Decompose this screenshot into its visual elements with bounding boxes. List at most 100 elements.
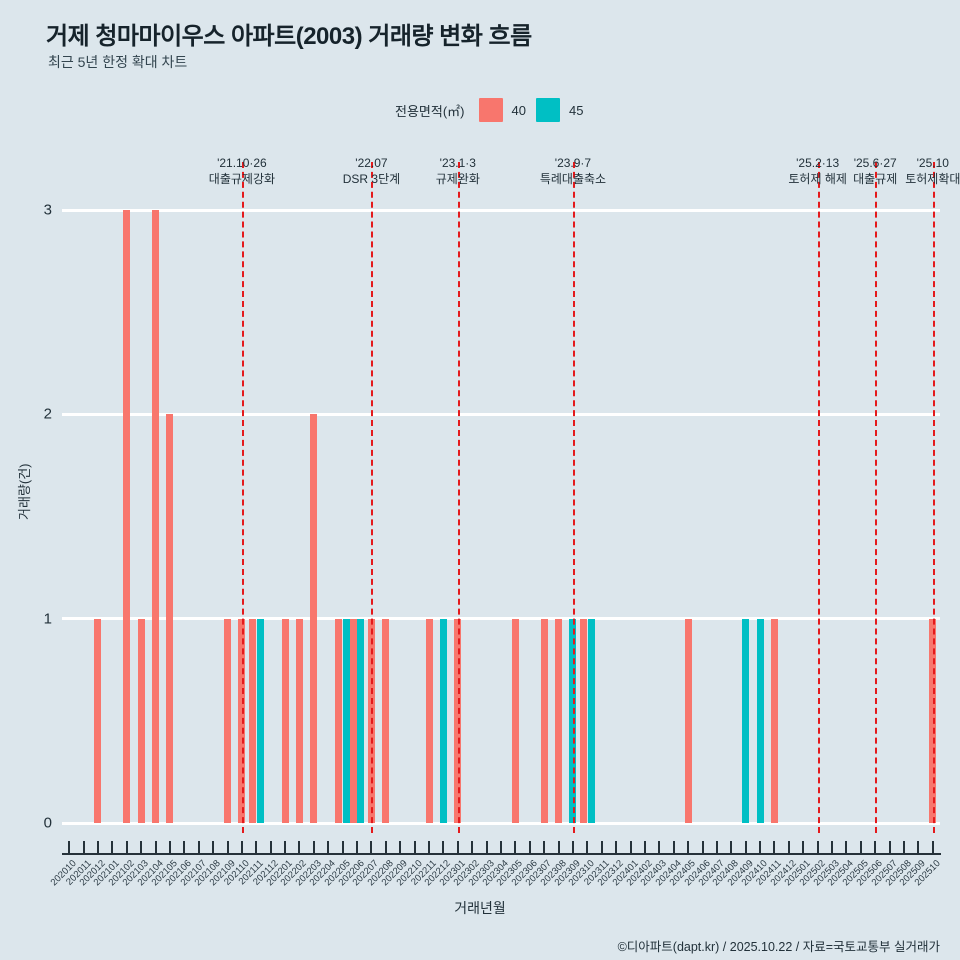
event-name: 토허제 해제 [788, 172, 847, 187]
x-tick [341, 841, 344, 853]
bar[interactable] [770, 618, 778, 823]
event-name: 대출규제 [853, 172, 898, 187]
x-tick [643, 841, 646, 853]
bar[interactable] [382, 618, 390, 823]
x-tick [845, 841, 848, 853]
x-tick [730, 841, 733, 853]
gridline-y-1 [62, 617, 940, 621]
footer-credit: ©디아파트(dapt.kr) / 2025.10.22 / 자료=국토교통부 실… [617, 940, 940, 954]
bar[interactable] [224, 618, 232, 823]
bar[interactable] [256, 618, 264, 823]
event-label-6: '25.10 토허제확대 [905, 155, 960, 187]
x-axis-title: 거래년월 [454, 900, 506, 916]
event-line-3 [572, 162, 575, 833]
event-line-2 [457, 162, 460, 833]
bar[interactable] [756, 618, 764, 823]
legend-item-45[interactable]: 45 [535, 98, 583, 122]
legend-item-40[interactable]: 40 [478, 98, 526, 122]
bar[interactable] [310, 414, 318, 823]
bar[interactable] [281, 618, 289, 823]
x-tick [183, 841, 186, 853]
x-tick [413, 841, 416, 853]
x-tick [298, 841, 301, 853]
bar[interactable] [295, 618, 303, 823]
bar[interactable] [249, 618, 257, 823]
bar[interactable] [335, 618, 343, 823]
legend-swatch-40 [478, 98, 503, 122]
event-date: '25.6·27 [853, 156, 897, 170]
x-tick [140, 841, 143, 853]
x-tick [399, 841, 402, 853]
x-tick [615, 841, 618, 853]
event-date: '25.2·13 [796, 156, 840, 170]
x-tick [672, 841, 675, 853]
legend-title: 전용면적(㎡) [395, 103, 465, 119]
bar[interactable] [587, 618, 595, 823]
page-subtitle: 최근 5년 한정 확대 차트 [48, 54, 188, 70]
x-tick [831, 841, 834, 853]
bar[interactable] [555, 618, 563, 823]
bar[interactable] [425, 618, 433, 823]
x-tick [859, 841, 862, 853]
bar[interactable] [511, 618, 519, 823]
x-tick [543, 841, 546, 853]
x-tick [240, 841, 243, 853]
x-tick [471, 841, 474, 853]
x-tick [600, 841, 603, 853]
gridline-y-0 [62, 821, 940, 825]
x-tick [68, 841, 71, 853]
event-line-5 [875, 162, 878, 833]
event-name: 특례대출축소 [539, 172, 607, 187]
x-tick [787, 841, 790, 853]
x-tick [82, 841, 85, 853]
x-tick [284, 841, 287, 853]
event-line-6 [932, 162, 935, 833]
bar[interactable] [540, 618, 548, 823]
plot-background [62, 210, 940, 823]
event-line-4 [817, 162, 820, 833]
x-tick [370, 841, 373, 853]
x-tick [125, 841, 128, 853]
bar[interactable] [123, 210, 131, 823]
event-label-4: '25.2·13 토허제 해제 [788, 155, 847, 187]
event-date: '25.10 [916, 156, 949, 170]
bar[interactable] [349, 618, 357, 823]
event-name: DSR 3단계 [342, 172, 401, 187]
x-tick [96, 841, 99, 853]
x-tick [356, 841, 359, 853]
event-label-5: '25.6·27 대출규제 [853, 155, 897, 187]
event-date: '23.1·3 [439, 156, 476, 170]
x-tick [428, 841, 431, 853]
x-tick [442, 841, 445, 853]
y-axis-title: 거래량(건) [17, 463, 32, 521]
x-tick [384, 841, 387, 853]
bar[interactable] [152, 210, 160, 823]
bar[interactable] [742, 618, 750, 823]
bar[interactable] [684, 618, 692, 823]
x-tick [571, 841, 574, 853]
bar[interactable] [580, 618, 588, 823]
bar[interactable] [357, 618, 365, 823]
x-tick [874, 841, 877, 853]
event-label-2: '23.1·3 규제완화 [436, 155, 480, 187]
x-tick [485, 841, 488, 853]
bar[interactable] [94, 618, 102, 823]
chart-legend: 전용면적(㎡) 40 45 [395, 98, 583, 122]
x-tick [658, 841, 661, 853]
bar[interactable] [439, 618, 447, 823]
event-date: '22.07 [355, 156, 388, 170]
x-tick [312, 841, 315, 853]
x-tick [226, 841, 229, 853]
bar[interactable] [137, 618, 145, 823]
bar[interactable] [166, 414, 174, 823]
bar[interactable] [342, 618, 350, 823]
x-tick [701, 841, 704, 853]
x-tick [456, 841, 459, 853]
event-name: 규제완화 [435, 172, 480, 187]
x-tick [888, 841, 891, 853]
legend-swatch-45 [535, 98, 560, 122]
event-line-1 [371, 162, 374, 833]
y-tick-label-0: 0 [43, 814, 52, 832]
x-tick [715, 841, 718, 853]
